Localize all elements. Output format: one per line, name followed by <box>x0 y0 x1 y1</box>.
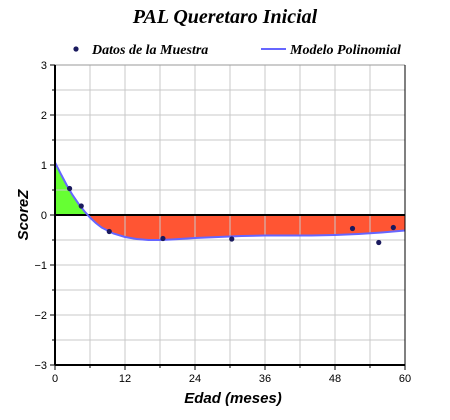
series-line-modelo-polinomial <box>54 162 406 241</box>
x-tick-label: 12 <box>119 373 131 385</box>
legend: Datos de la Muestra Modelo Polinomial <box>73 43 401 58</box>
area-negative <box>87 215 405 240</box>
points-group <box>66 185 396 246</box>
chart-title: PAL Queretaro Inicial <box>132 6 318 28</box>
area-positive <box>55 162 88 215</box>
series-line-group <box>54 162 406 241</box>
y-axis-label: ScoreZ <box>15 189 32 241</box>
ticks: 3 2 1 0 −1 −2 −3 0 12 24 36 48 60 <box>34 60 411 385</box>
x-tick-label: 60 <box>399 373 411 385</box>
data-point <box>106 228 112 235</box>
legend-marker-datos <box>73 46 79 52</box>
y-tick-label: 0 <box>41 210 47 222</box>
y-tick-label: 2 <box>41 110 47 122</box>
data-point <box>349 225 356 232</box>
y-tick-label: 1 <box>41 160 47 172</box>
data-point <box>160 235 166 242</box>
y-tick-label: −3 <box>34 360 47 372</box>
area-fills <box>55 162 405 240</box>
x-tick-label: 0 <box>52 373 58 385</box>
x-tick-label: 36 <box>259 373 271 385</box>
y-tick-label: −2 <box>34 310 47 322</box>
data-point <box>390 224 396 231</box>
data-point <box>376 239 382 246</box>
data-point <box>229 236 235 242</box>
legend-label-datos: Datos de la Muestra <box>91 43 208 58</box>
x-axis-label: Edad (meses) <box>184 390 282 407</box>
data-point <box>66 185 73 192</box>
legend-label-modelo: Modelo Polinomial <box>289 43 401 58</box>
x-tick-label: 48 <box>329 373 341 385</box>
y-tick-label: −1 <box>34 260 47 272</box>
x-tick-label: 24 <box>189 373 201 385</box>
y-tick-label: 3 <box>41 60 47 72</box>
data-point <box>78 203 84 209</box>
